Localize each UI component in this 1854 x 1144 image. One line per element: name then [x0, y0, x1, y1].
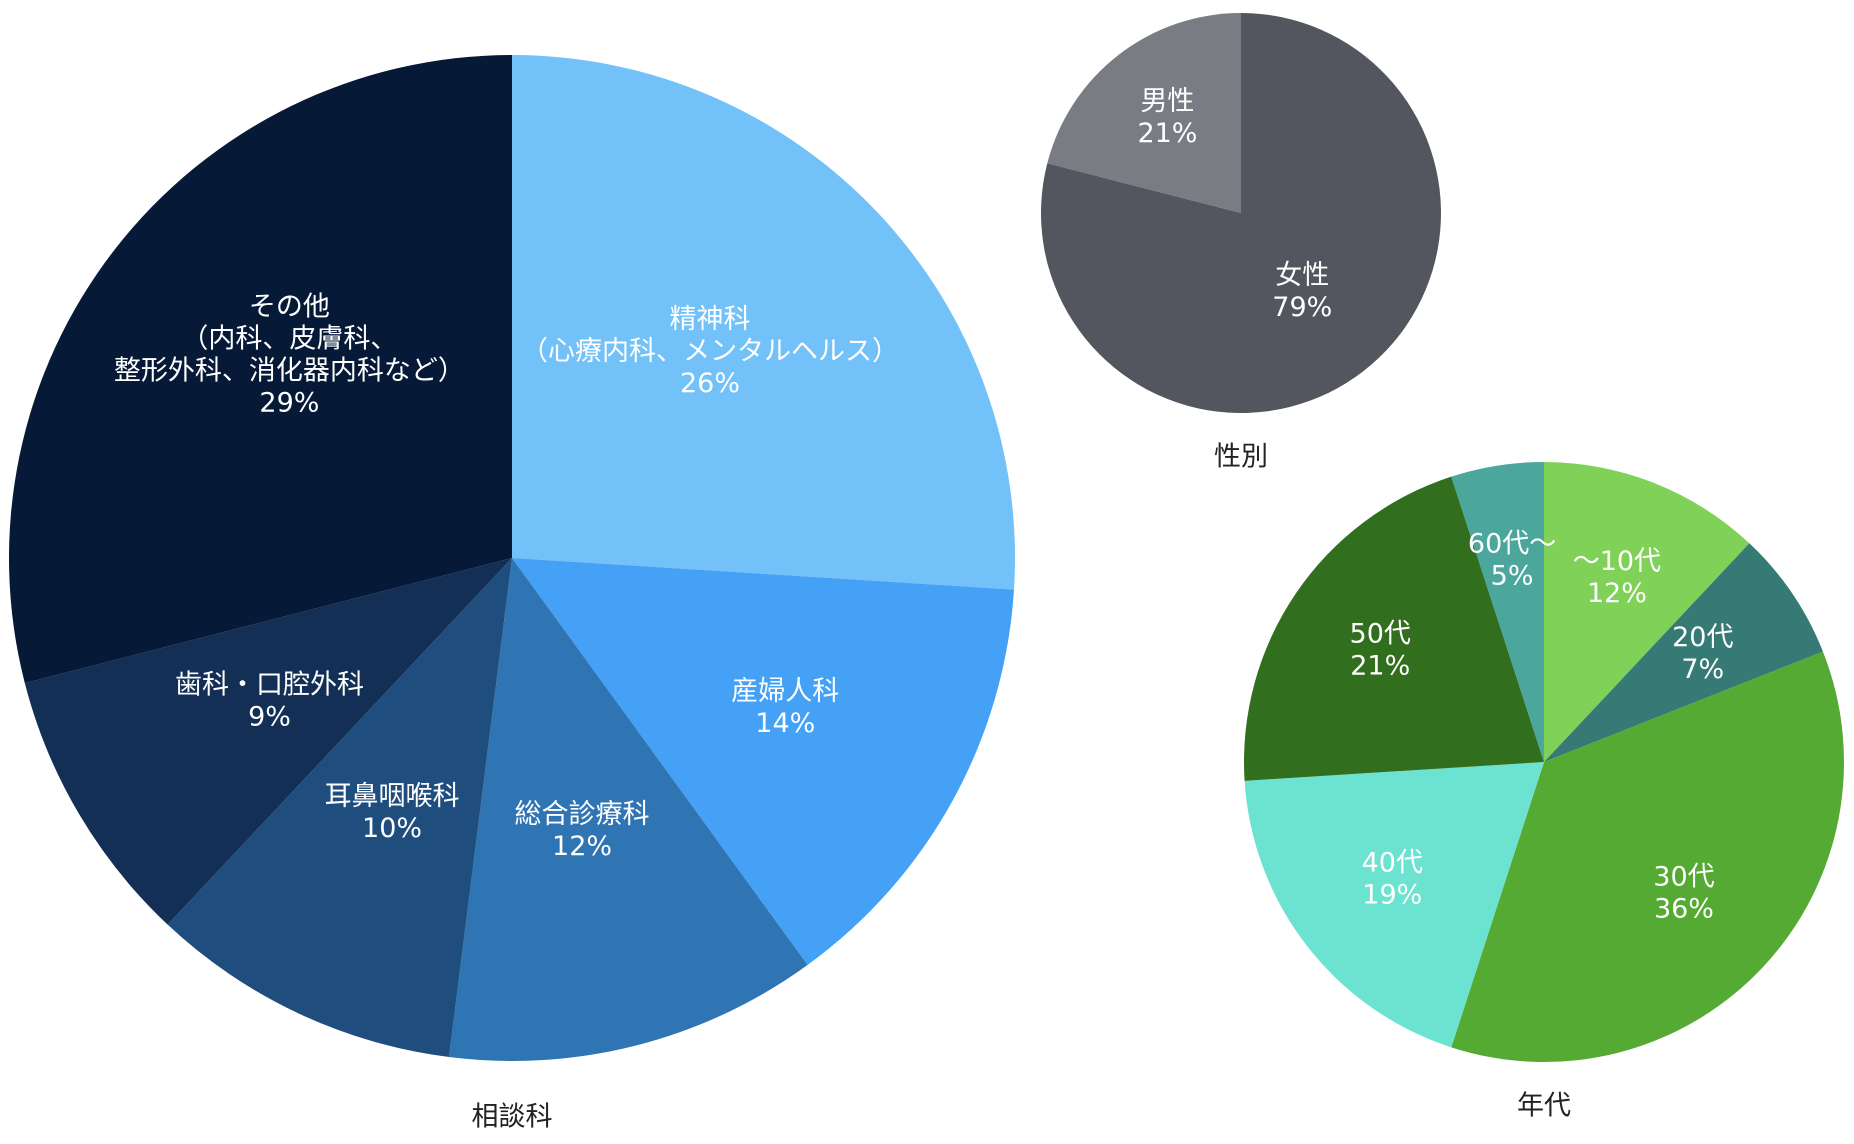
slice-percent: 12%	[1587, 577, 1647, 608]
slice-percent: 26%	[680, 368, 740, 399]
slice-name: 60代～	[1468, 528, 1556, 559]
slice-name: （内科、皮膚科、	[181, 323, 397, 354]
slice-percent: 9%	[248, 701, 291, 732]
pie-slice	[167, 558, 513, 1058]
pie-slice	[8, 55, 513, 684]
slice-name: 整形外科、消化器内科など）	[114, 355, 465, 386]
slice-name: 40代	[1362, 847, 1423, 878]
pie-slice	[1451, 651, 1844, 1062]
pie-slice	[1047, 13, 1241, 213]
slice-name: ～10代	[1573, 545, 1661, 576]
chart-title: 相談科	[472, 1102, 553, 1133]
slice-label: 30代 36%	[1653, 861, 1714, 924]
pie-chart-2: 女性 79% 男性 21% 性別	[1041, 13, 1441, 473]
pie-slice	[1451, 462, 1544, 762]
slice-name: 50代	[1350, 618, 1411, 649]
slice-label: ～10代 12%	[1573, 545, 1661, 608]
slice-name: 女性	[1275, 260, 1329, 291]
slice-name: 20代	[1672, 622, 1733, 653]
slice-label: 60代～ 5%	[1468, 528, 1556, 591]
slice-name: 耳鼻咽喉科	[325, 780, 460, 811]
pie-slice	[448, 558, 808, 1061]
slice-label: 女性 79%	[1272, 260, 1332, 323]
slice-label: 歯科・口腔外科 9%	[175, 669, 364, 732]
slice-label: 産婦人科 14%	[731, 676, 839, 739]
slice-percent: 36%	[1654, 893, 1714, 924]
pie-slice	[1041, 13, 1441, 414]
slice-name: 歯科・口腔外科	[175, 669, 364, 700]
pie-slice	[512, 55, 1015, 590]
slice-label: 40代 19%	[1362, 847, 1423, 910]
pie-slice	[1244, 476, 1544, 781]
slice-name: （心療内科、メンタルヘルス）	[521, 336, 899, 367]
pie-slice	[1244, 762, 1544, 1048]
slice-label: 耳鼻咽喉科 10%	[325, 780, 460, 843]
slice-label: 男性 21%	[1137, 86, 1197, 149]
slice-label: 20代 7%	[1672, 622, 1733, 685]
slice-name: 30代	[1653, 861, 1714, 892]
slice-label: その他（内科、皮膚科、整形外科、消化器内科など） 29%	[114, 291, 465, 418]
slice-name: 総合診療科	[515, 798, 650, 829]
slice-name: 精神科	[670, 304, 751, 335]
slice-percent: 10%	[362, 812, 422, 843]
slice-percent: 19%	[1362, 879, 1422, 910]
slice-name: 産婦人科	[731, 676, 839, 707]
slice-percent: 21%	[1137, 118, 1197, 149]
slice-label: 総合診療科 12%	[515, 798, 650, 861]
pie-slice	[1544, 462, 1750, 762]
slice-label: 精神科（心療内科、メンタルヘルス） 26%	[521, 304, 899, 399]
slice-percent: 5%	[1491, 560, 1534, 591]
slice-percent: 79%	[1272, 292, 1332, 323]
chart-title: 年代	[1517, 1091, 1571, 1122]
pie-slice	[512, 558, 1015, 965]
slice-percent: 29%	[259, 387, 319, 418]
slice-percent: 7%	[1681, 654, 1724, 685]
slice-percent: 21%	[1350, 650, 1410, 681]
pie-chart-1: 精神科（心療内科、メンタルヘルス） 26% 産婦人科 14% 総合診療科 12% 耳鼻咽喉科…	[8, 55, 1015, 1133]
slice-name: その他	[249, 291, 330, 322]
slice-label: 50代 21%	[1350, 618, 1411, 681]
pie-chart-3: ～10代 12%20代 7%30代 36%40代 19%50代 21%60代～ 5%年代	[1244, 462, 1844, 1122]
slice-percent: 12%	[552, 830, 612, 861]
chart-title: 性別	[1214, 442, 1268, 473]
pie-slice	[24, 558, 512, 925]
pie-slice	[1544, 543, 1823, 762]
slice-percent: 14%	[755, 708, 815, 739]
slice-name: 男性	[1140, 86, 1194, 117]
